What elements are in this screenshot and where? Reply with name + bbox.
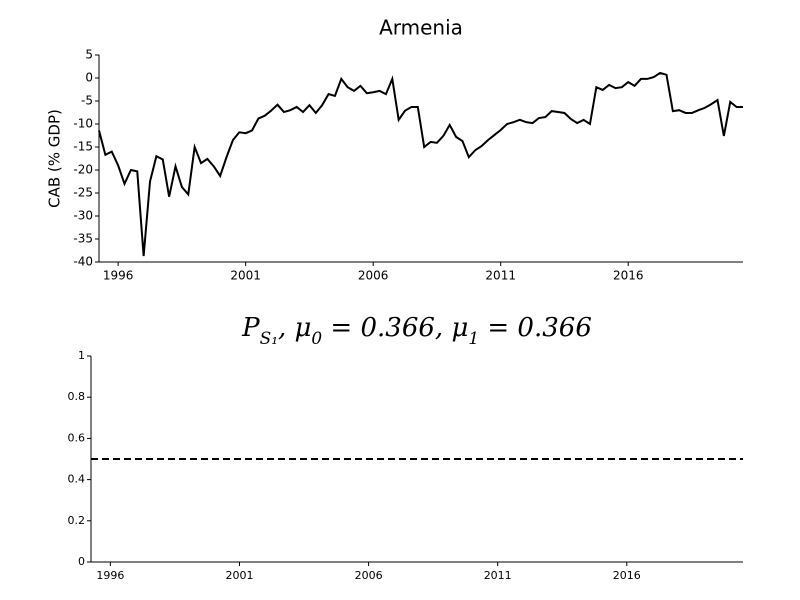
title-part: 0 [311, 328, 322, 348]
y-tick-label: -5 [81, 94, 93, 108]
title-part: P [241, 313, 260, 343]
x-tick-label: 1996 [103, 269, 134, 283]
y-tick-label: -40 [73, 255, 93, 269]
title-part: , μ [278, 313, 311, 343]
x-tick-label: 2016 [613, 569, 641, 582]
y-tick-label: 0.8 [68, 390, 86, 403]
y-tick-label: 0 [85, 71, 93, 85]
data-line [98, 71, 743, 257]
y-tick-label: -20 [73, 163, 93, 177]
y-tick-label: 1 [78, 349, 85, 362]
y-tick-label: 5 [85, 48, 93, 62]
x-tick-label: 1996 [96, 569, 124, 582]
x-tick-label: 2011 [485, 269, 516, 283]
x-tick-label: 2001 [225, 569, 253, 582]
title-part: S₁ [260, 328, 278, 348]
x-tick-label: 2006 [358, 269, 389, 283]
y-tick-label: -15 [73, 140, 93, 154]
y-tick-label: -30 [73, 209, 93, 223]
y-tick-label: -35 [73, 232, 93, 246]
y-axis-label: CAB (% GDP) [46, 109, 64, 208]
y-tick-label: 0 [78, 555, 85, 568]
y-tick-label: 0.4 [68, 473, 86, 486]
title-part: 1 [468, 328, 479, 348]
x-tick-label: 2006 [355, 569, 383, 582]
chart-title: Armenia [379, 16, 463, 40]
title-part: = 0.366 [479, 313, 592, 343]
y-tick-label: -25 [73, 186, 93, 200]
chart-title: PS₁, μ0 = 0.366, μ1 = 0.366 [241, 313, 592, 348]
y-tick-label: 0.2 [68, 514, 86, 527]
x-tick-label: 2001 [230, 269, 261, 283]
x-tick-label: 2016 [613, 269, 644, 283]
x-tick-label: 2011 [484, 569, 512, 582]
title-part: = 0.366, μ [322, 313, 468, 343]
y-tick-label: -10 [73, 117, 93, 131]
y-tick-label: 0.6 [68, 431, 86, 444]
